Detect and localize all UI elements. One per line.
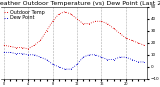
Legend: Outdoor Temp, Dew Point: Outdoor Temp, Dew Point bbox=[3, 9, 45, 21]
Title: Milwaukee Weather Outdoor Temperature (vs) Dew Point (Last 24 Hours): Milwaukee Weather Outdoor Temperature (v… bbox=[0, 1, 160, 6]
